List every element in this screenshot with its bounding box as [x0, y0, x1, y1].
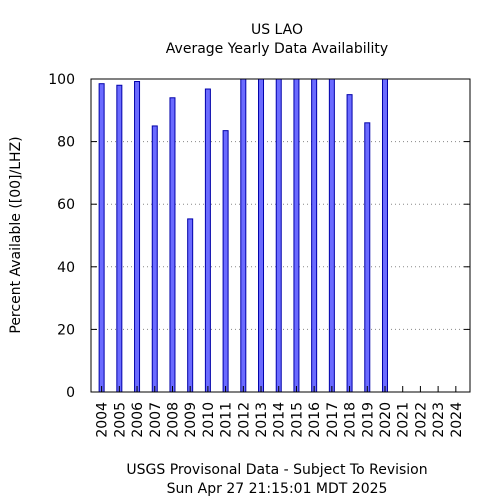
bar [346, 94, 353, 393]
bar [222, 130, 229, 393]
chart-subtitle: Average Yearly Data Availability [166, 41, 388, 57]
bars [98, 78, 388, 393]
x-tick-label: 2005 [112, 402, 128, 438]
x-tick-label: 2010 [201, 402, 217, 438]
chart-title: US LAO [251, 22, 303, 38]
x-tick-label: 2008 [165, 402, 181, 438]
x-tick-label: 2007 [148, 402, 164, 438]
bar [169, 97, 176, 393]
footer-line-1: USGS Provisonal Data - Subject To Revisi… [126, 462, 427, 478]
x-tick-label: 2018 [343, 402, 359, 438]
bar [187, 218, 194, 393]
bar [381, 78, 388, 393]
y-tick-label: 80 [57, 135, 75, 151]
bar [240, 78, 247, 393]
x-tick-label: 2004 [95, 402, 111, 438]
footer-line-2: Sun Apr 27 21:15:01 MDT 2025 [167, 481, 388, 497]
bar [364, 122, 371, 393]
y-tick-label: 0 [66, 385, 75, 401]
plot-frame [90, 78, 471, 393]
x-tick-label: 2006 [130, 402, 146, 438]
x-tick-label: 2015 [289, 402, 305, 438]
bar [204, 88, 211, 393]
x-tick-label: 2017 [325, 402, 341, 438]
bar [258, 78, 265, 393]
bar [134, 81, 141, 393]
y-tick-label: 20 [57, 322, 75, 338]
y-ticks: 0 20 40 60 80 100 [48, 72, 470, 401]
x-tick-label: 2016 [307, 402, 323, 438]
x-tick-label: 2023 [431, 402, 447, 438]
x-tick-label: 2021 [396, 402, 412, 438]
x-tick-label: 2024 [449, 402, 465, 438]
x-tick-label: 2020 [378, 402, 394, 438]
x-tick-label: 2011 [219, 402, 235, 438]
x-tick-label: 2012 [236, 402, 252, 438]
x-tick-label: 2013 [254, 402, 270, 438]
bar [98, 83, 105, 393]
bar [116, 84, 123, 393]
x-tick-label: 2022 [413, 402, 429, 438]
y-tick-label: 100 [48, 72, 75, 88]
x-ticks: 2004 2005 2006 2007 2008 2009 2010 2011 2012 2013… [95, 386, 465, 438]
y-axis-label: Percent Available ([00]/LHZ) [8, 136, 24, 333]
bar [293, 78, 300, 393]
y-tick-label: 40 [57, 260, 75, 276]
bar [151, 125, 158, 393]
bar [275, 78, 282, 393]
y-tick-label: 60 [57, 197, 75, 213]
x-tick-label: 2019 [360, 402, 376, 438]
bar [328, 78, 335, 393]
x-tick-label: 2009 [183, 402, 199, 438]
x-tick-label: 2014 [272, 402, 288, 438]
bar [311, 78, 318, 393]
